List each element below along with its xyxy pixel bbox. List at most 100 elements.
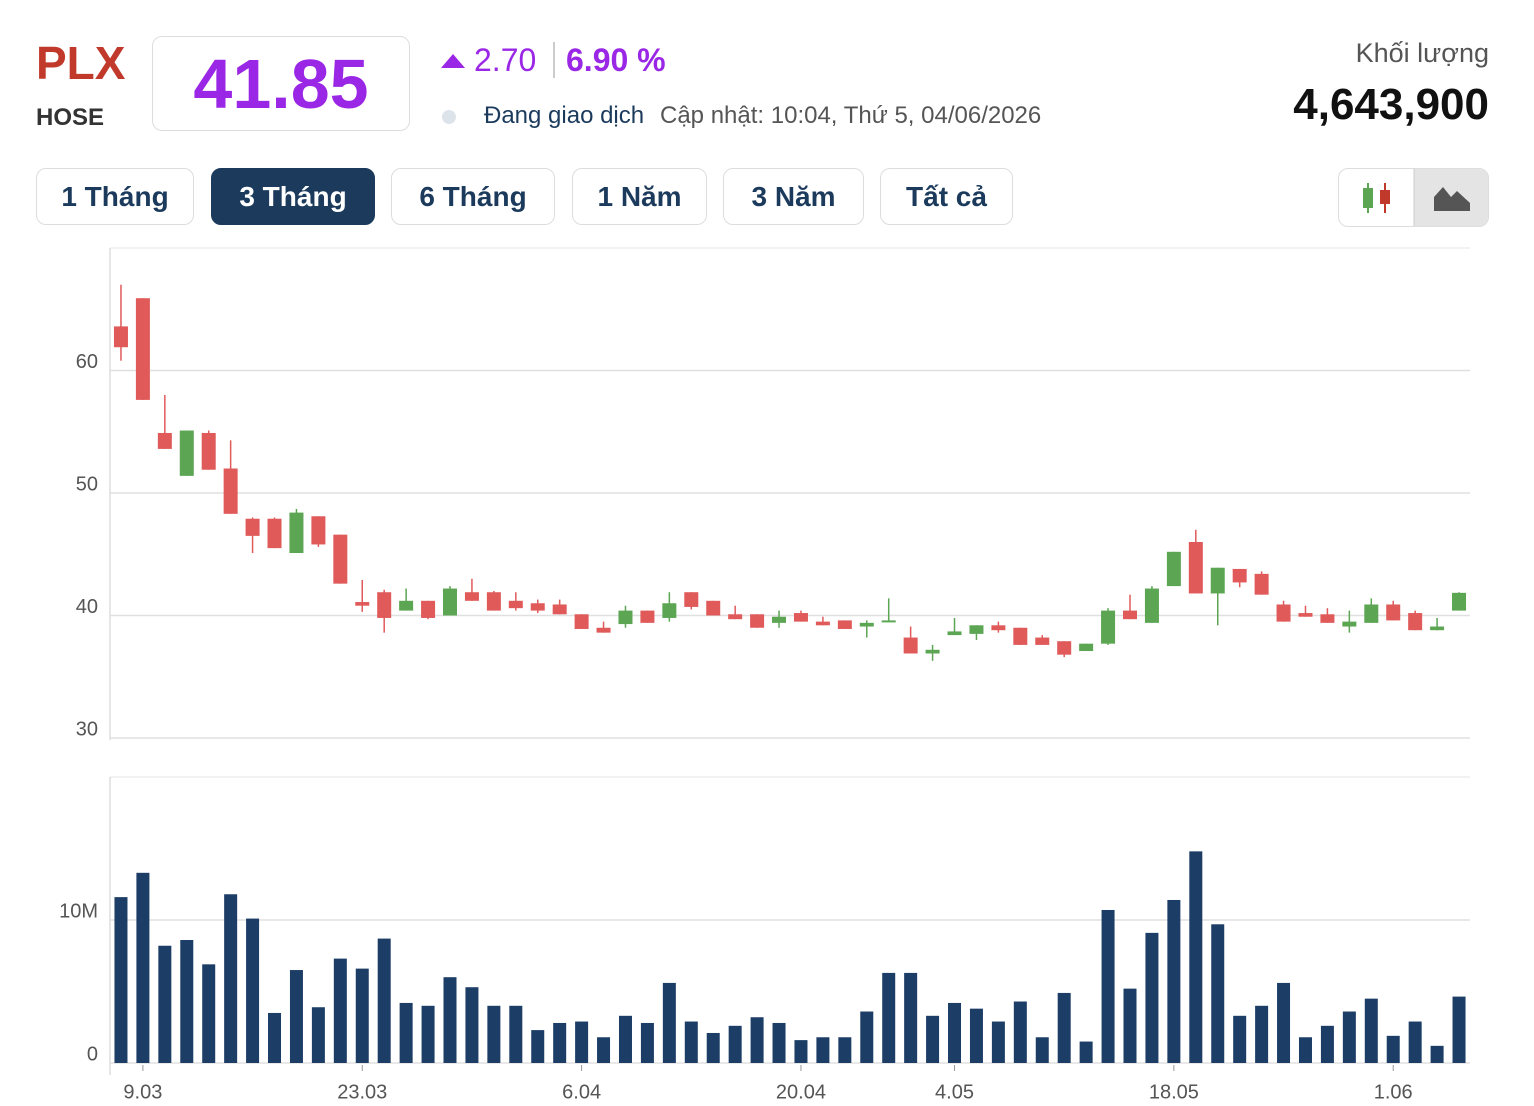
volume-bar <box>1057 992 1071 1063</box>
candle-body <box>903 637 918 654</box>
range-tab[interactable]: 6 Tháng <box>391 168 555 225</box>
separator <box>553 42 555 78</box>
volume-bar <box>575 1021 589 1063</box>
candle-body <box>640 610 655 623</box>
volume-bar <box>1408 1021 1422 1063</box>
candle-body <box>618 610 633 625</box>
volume-bar <box>268 1012 282 1063</box>
candle-body <box>881 620 896 623</box>
volume-bar <box>904 972 918 1063</box>
candle-body <box>464 592 479 601</box>
x-tick-label: 9.03 <box>123 1081 162 1103</box>
candle-body <box>947 631 962 636</box>
candle-body <box>1386 604 1401 621</box>
volume-bar <box>1277 982 1291 1063</box>
exchange: HOSE <box>36 104 105 131</box>
range-tab[interactable]: 1 Năm <box>572 168 707 225</box>
volume-bar <box>1013 1001 1027 1063</box>
candle-body <box>684 592 699 607</box>
candle-body <box>662 603 677 618</box>
candle-body <box>1166 551 1181 587</box>
candle-body <box>443 588 457 616</box>
volume-bar <box>1342 1011 1356 1063</box>
chart-type-toggle <box>1338 168 1489 227</box>
candle-body <box>223 468 238 514</box>
volume-bar <box>1430 1045 1444 1063</box>
candle-body <box>1079 643 1094 652</box>
volume-bar <box>948 1002 962 1063</box>
candle-body <box>311 516 326 545</box>
candle-body <box>333 534 348 584</box>
volume: 4,643,900 <box>1293 80 1489 129</box>
status: Đang giao dịch <box>484 102 645 129</box>
candle-body <box>377 592 392 618</box>
price: 41.85 <box>152 36 410 131</box>
candle-body <box>135 298 150 400</box>
volume-bar <box>421 1005 435 1063</box>
candle-body <box>969 625 984 634</box>
candle-body <box>815 621 830 626</box>
volume-bar <box>202 964 216 1063</box>
volume-bar <box>487 1005 501 1063</box>
volume-bar <box>224 894 238 1063</box>
volume-bar <box>750 1017 764 1063</box>
volume-bar <box>597 1037 611 1063</box>
candle-body <box>421 600 436 618</box>
range-tab[interactable]: 3 Năm <box>723 168 864 225</box>
candle-body <box>1276 604 1291 622</box>
candle-body <box>574 614 589 629</box>
y-tick-label: 40 <box>76 596 98 618</box>
candle-body <box>530 603 545 611</box>
y-tick-label: 60 <box>76 351 98 373</box>
candle-body <box>1144 588 1159 623</box>
x-tick-label: 18.05 <box>1149 1081 1199 1103</box>
volume-bar <box>926 1015 940 1063</box>
range-tab[interactable]: 3 Tháng <box>211 168 375 225</box>
candle-body <box>1013 627 1028 645</box>
volume-bar <box>531 1030 545 1063</box>
candle-body <box>1188 542 1203 594</box>
volume-bar <box>114 897 128 1063</box>
volume-bar <box>838 1037 852 1063</box>
volume-bar <box>706 1032 720 1063</box>
updated: Cập nhật: 10:04, Thứ 5, 04/06/2026 <box>660 102 1042 129</box>
range-tab[interactable]: Tất cả <box>880 168 1013 225</box>
volume-bar <box>333 958 347 1063</box>
volume-bar <box>1167 899 1181 1063</box>
volume-bar <box>311 1007 325 1063</box>
volume-bar <box>684 1021 698 1063</box>
volume-bar <box>728 1025 742 1063</box>
candle-body <box>925 649 940 654</box>
candle-body <box>399 600 414 611</box>
up-arrow <box>441 54 465 68</box>
candle-body <box>728 614 743 620</box>
volume-bar <box>1211 924 1225 1063</box>
volume-bar <box>553 1022 567 1063</box>
candle-body <box>859 622 874 627</box>
range-tab[interactable]: 1 Tháng <box>36 168 194 225</box>
candle-body <box>113 326 128 348</box>
y-tick-label: 50 <box>76 473 98 495</box>
volume-bar <box>882 972 896 1063</box>
volume-bar <box>1298 1037 1312 1063</box>
volume-bar <box>509 1005 523 1063</box>
candle-body <box>793 613 808 622</box>
toggle-icons[interactable] <box>1339 169 1489 227</box>
candle-body <box>1057 641 1072 655</box>
volume-bar <box>1386 1035 1400 1063</box>
volume-bar <box>816 1037 830 1063</box>
candle-body <box>991 625 1006 631</box>
candle-body <box>289 512 304 554</box>
candle-body <box>1254 573 1269 595</box>
volume-bar <box>969 1008 983 1063</box>
candle-body <box>1101 610 1116 644</box>
candle-body <box>201 432 216 470</box>
candle-body <box>1342 621 1357 627</box>
volume-bar <box>443 977 457 1063</box>
candle-body <box>1320 614 1335 623</box>
change-percent: 6.90 % <box>566 42 666 78</box>
volume-bar <box>465 987 479 1063</box>
candle-body <box>552 604 567 615</box>
